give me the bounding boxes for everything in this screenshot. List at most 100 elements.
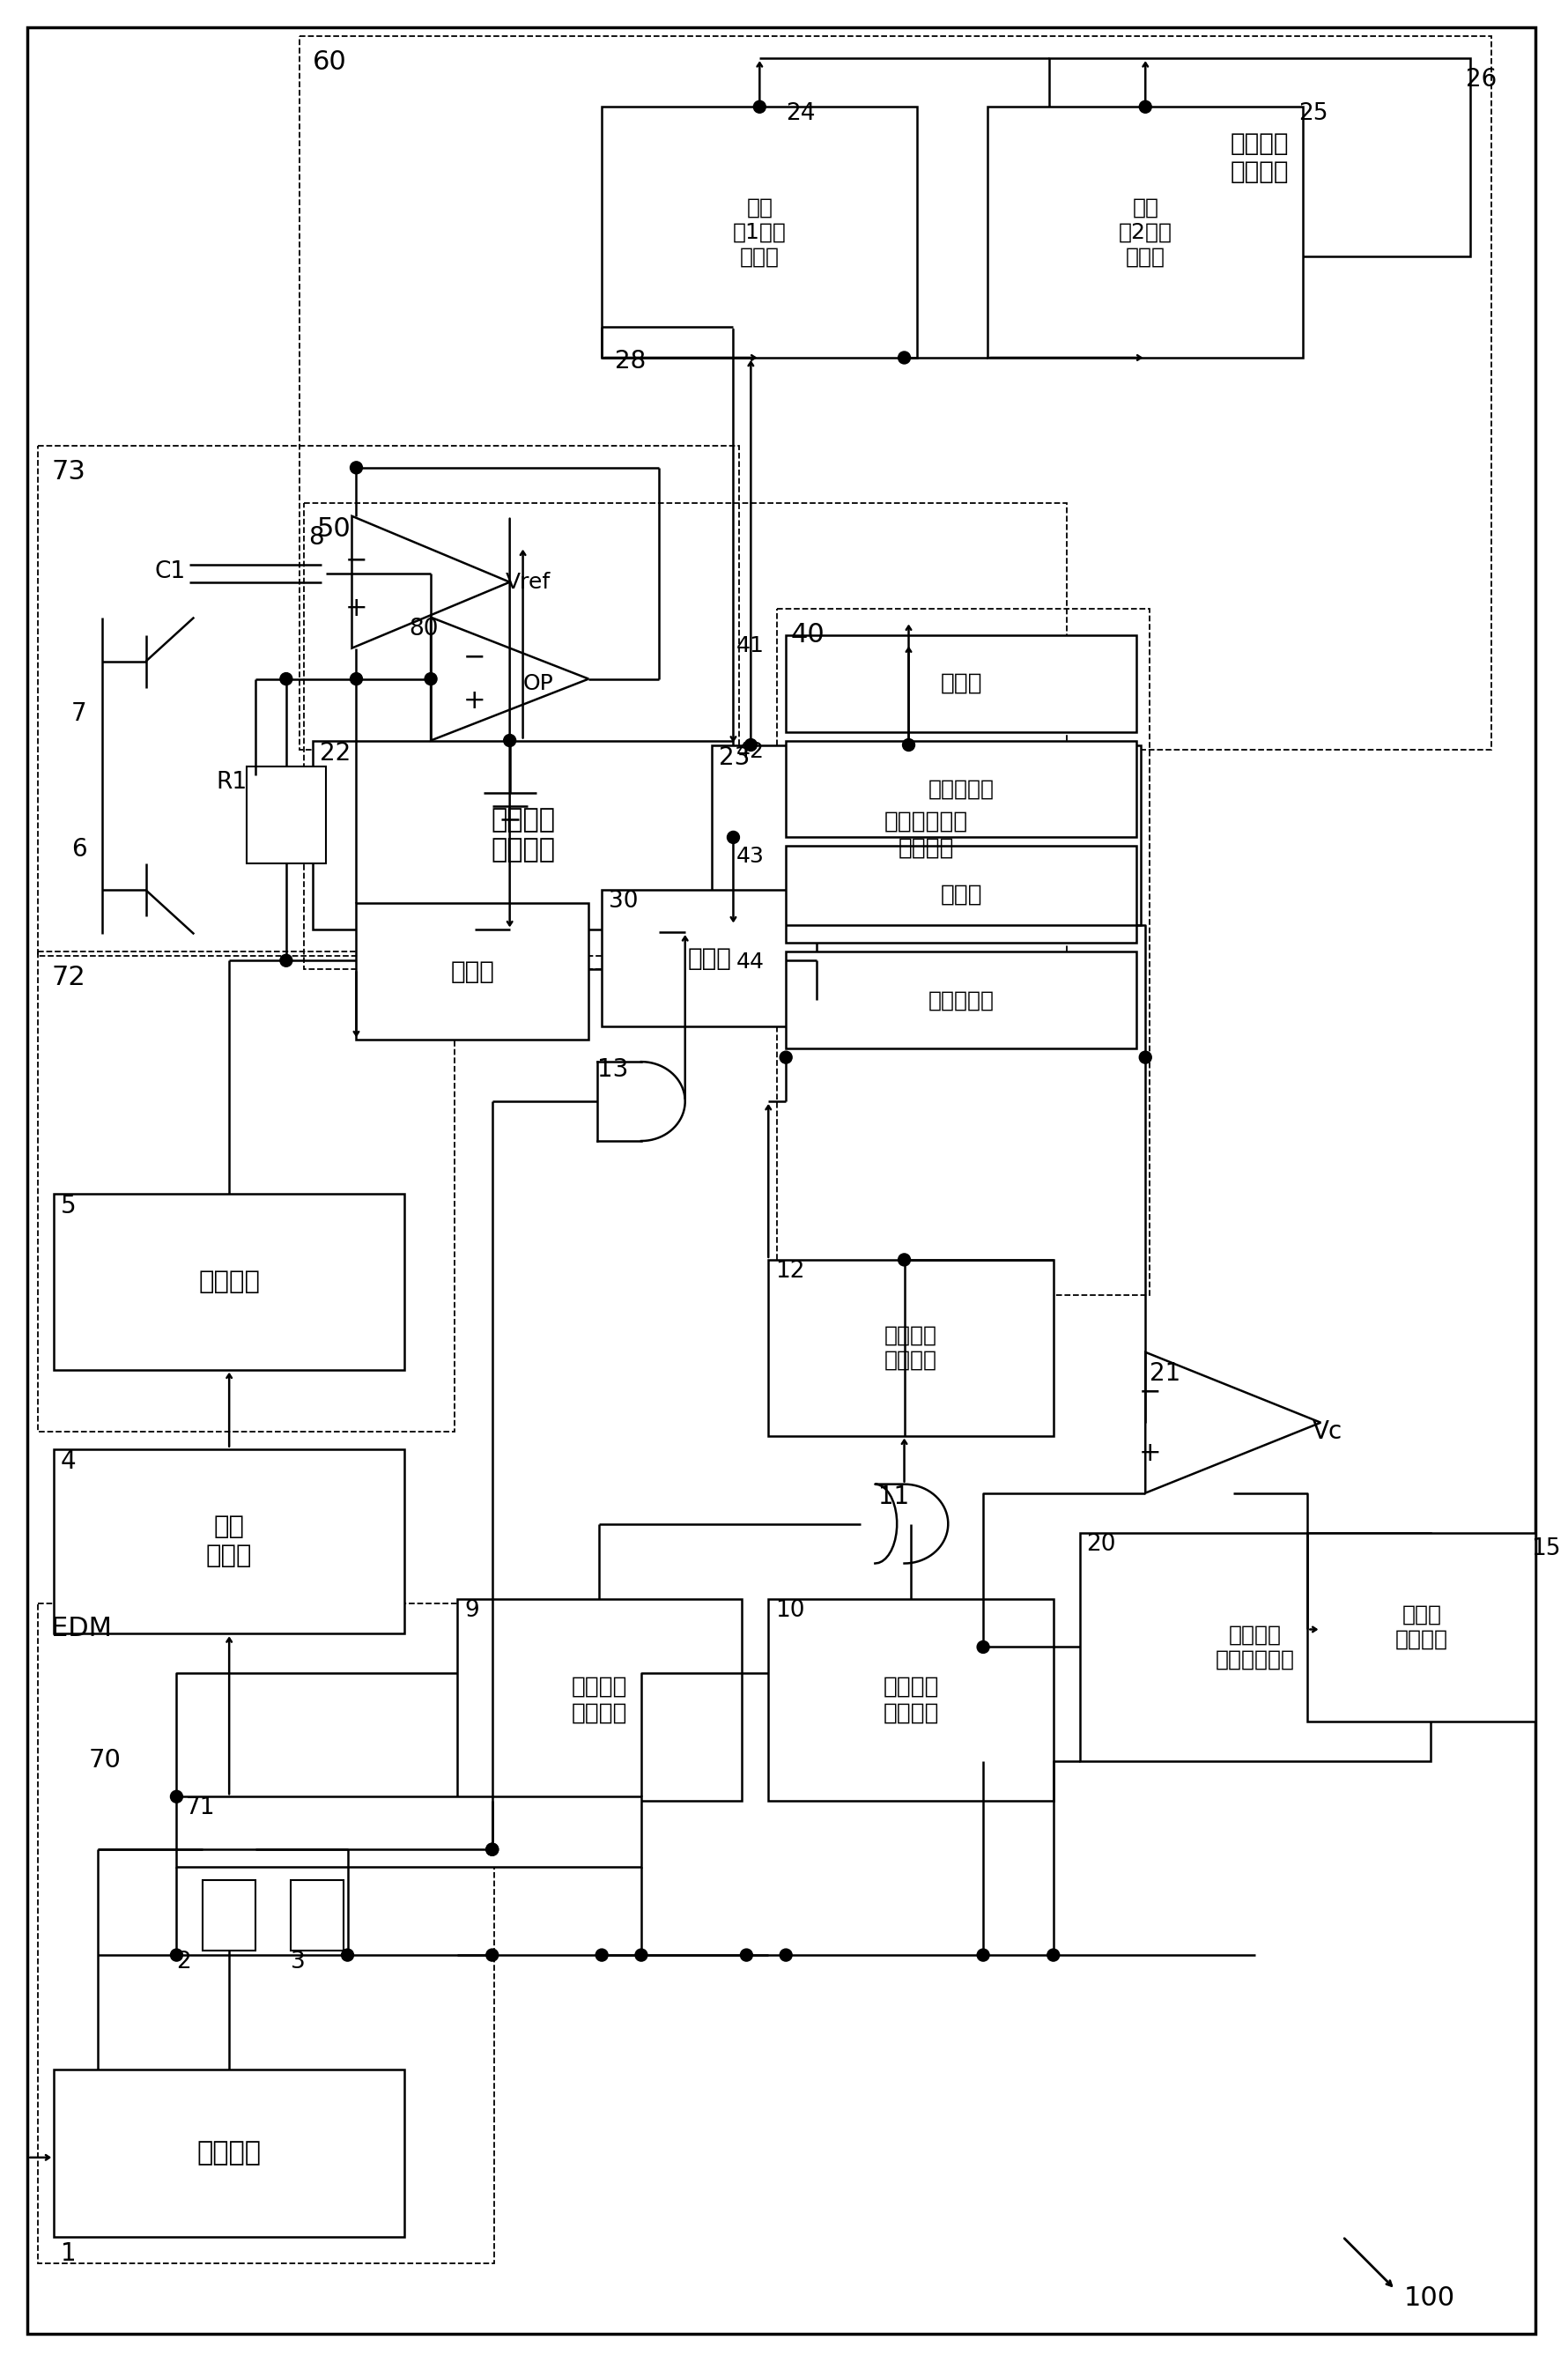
Text: 5: 5 <box>61 1193 77 1219</box>
Circle shape <box>1046 1949 1058 1960</box>
Bar <box>768 1259 1052 1436</box>
Text: 41: 41 <box>735 635 764 657</box>
Circle shape <box>635 1949 648 1960</box>
Circle shape <box>486 1949 499 1960</box>
Text: +: + <box>345 595 367 621</box>
Text: 放电脉冲
控制装置: 放电脉冲 控制装置 <box>491 808 555 862</box>
Text: 22: 22 <box>320 742 350 765</box>
Text: 存储部: 存储部 <box>450 959 494 985</box>
Bar <box>312 742 732 931</box>
Text: 放电出压
检测装置: 放电出压 检测装置 <box>571 1675 627 1724</box>
Text: 50: 50 <box>317 515 351 541</box>
Circle shape <box>779 1949 792 1960</box>
Text: 26: 26 <box>1465 66 1496 92</box>
Text: 23: 23 <box>718 744 750 770</box>
Text: 70: 70 <box>89 1748 121 1774</box>
Text: 40: 40 <box>790 621 823 647</box>
Text: 放电脉冲良否
判定装置: 放电脉冲良否 判定装置 <box>884 810 967 860</box>
Circle shape <box>745 739 757 751</box>
Bar <box>246 768 326 864</box>
Text: 10: 10 <box>775 1599 804 1623</box>
Circle shape <box>753 102 765 113</box>
Bar <box>304 503 1066 968</box>
Text: 100: 100 <box>1403 2284 1455 2310</box>
Text: 整流装置: 整流装置 <box>198 1268 260 1294</box>
Text: 停止脉冲
控制装置: 停止脉冲 控制装置 <box>1229 130 1287 184</box>
Text: 80: 80 <box>409 616 437 640</box>
Text: 加工电压
电平检测装置: 加工电压 电平检测装置 <box>1215 1625 1294 1670</box>
Circle shape <box>350 673 362 685</box>
Text: −: − <box>1138 1379 1160 1405</box>
Circle shape <box>1138 102 1151 113</box>
Bar <box>290 1880 343 1951</box>
Circle shape <box>503 735 516 746</box>
Bar <box>602 890 817 1027</box>
Text: 放电电流
检测装置: 放电电流 检测装置 <box>883 1675 938 1724</box>
Bar <box>38 1604 494 2263</box>
Text: 60: 60 <box>312 50 347 76</box>
Text: 24: 24 <box>786 102 815 125</box>
Circle shape <box>486 1842 499 1857</box>
Text: 基准值
设定装置: 基准值 设定装置 <box>1394 1604 1447 1651</box>
Text: 3: 3 <box>290 1951 306 1975</box>
Text: 9: 9 <box>464 1599 478 1623</box>
Bar <box>53 1448 405 1635</box>
Text: C1: C1 <box>155 560 185 583</box>
Text: 2: 2 <box>177 1951 191 1975</box>
Circle shape <box>171 1790 182 1802</box>
Text: 确定部: 确定部 <box>939 671 982 694</box>
Bar <box>456 1599 742 1802</box>
Bar <box>768 1599 1052 1802</box>
Text: 4: 4 <box>61 1448 77 1474</box>
Text: 时间常数
测量装置: 时间常数 测量装置 <box>884 1325 936 1370</box>
Circle shape <box>425 673 437 685</box>
Text: 6: 6 <box>71 836 86 862</box>
Circle shape <box>596 1949 607 1960</box>
Bar <box>38 952 455 1431</box>
Text: 阈值确定部: 阈值确定部 <box>928 990 994 1011</box>
Circle shape <box>897 352 909 364</box>
Text: 7: 7 <box>71 702 86 725</box>
Bar <box>299 35 1491 749</box>
Bar <box>356 902 588 1039</box>
Bar <box>986 106 1303 357</box>
Text: 比较部: 比较部 <box>939 883 982 907</box>
Bar <box>177 1797 641 1866</box>
Text: 25: 25 <box>1298 102 1328 125</box>
Text: 30: 30 <box>608 890 638 914</box>
Bar <box>786 952 1135 1049</box>
Circle shape <box>171 1949 182 1960</box>
Bar <box>1049 59 1469 257</box>
Circle shape <box>740 1949 753 1960</box>
Circle shape <box>728 831 739 843</box>
Text: 重置
第2脉冲
计数器: 重置 第2脉冲 计数器 <box>1118 196 1171 267</box>
Circle shape <box>902 739 914 751</box>
Circle shape <box>897 1254 909 1266</box>
Circle shape <box>279 673 292 685</box>
Text: 43: 43 <box>735 846 764 867</box>
Bar <box>53 1193 405 1370</box>
Text: +: + <box>1138 1441 1160 1467</box>
Text: 13: 13 <box>597 1058 629 1082</box>
Bar <box>1306 1533 1535 1722</box>
Bar <box>786 742 1135 836</box>
Text: 重置
第1脉冲
计数器: 重置 第1脉冲 计数器 <box>732 196 786 267</box>
Bar <box>38 446 739 957</box>
Text: 加工电源: 加工电源 <box>198 2140 262 2166</box>
Text: +: + <box>463 687 486 713</box>
Text: Vc: Vc <box>1311 1420 1341 1443</box>
Text: 44: 44 <box>735 952 764 973</box>
Text: 42: 42 <box>735 742 764 761</box>
Text: 1: 1 <box>61 2242 77 2265</box>
Bar <box>786 635 1135 732</box>
Text: 20: 20 <box>1087 1533 1115 1557</box>
Text: 72: 72 <box>52 966 85 990</box>
Circle shape <box>486 1842 499 1857</box>
Text: 15: 15 <box>1530 1538 1560 1559</box>
Text: 假补确定部: 假补确定部 <box>928 779 994 798</box>
Text: Vref: Vref <box>505 572 550 593</box>
Bar <box>1079 1533 1430 1762</box>
Text: 高通
滤波器: 高通 滤波器 <box>205 1514 252 1568</box>
Bar <box>602 106 917 357</box>
Text: 21: 21 <box>1149 1361 1181 1386</box>
